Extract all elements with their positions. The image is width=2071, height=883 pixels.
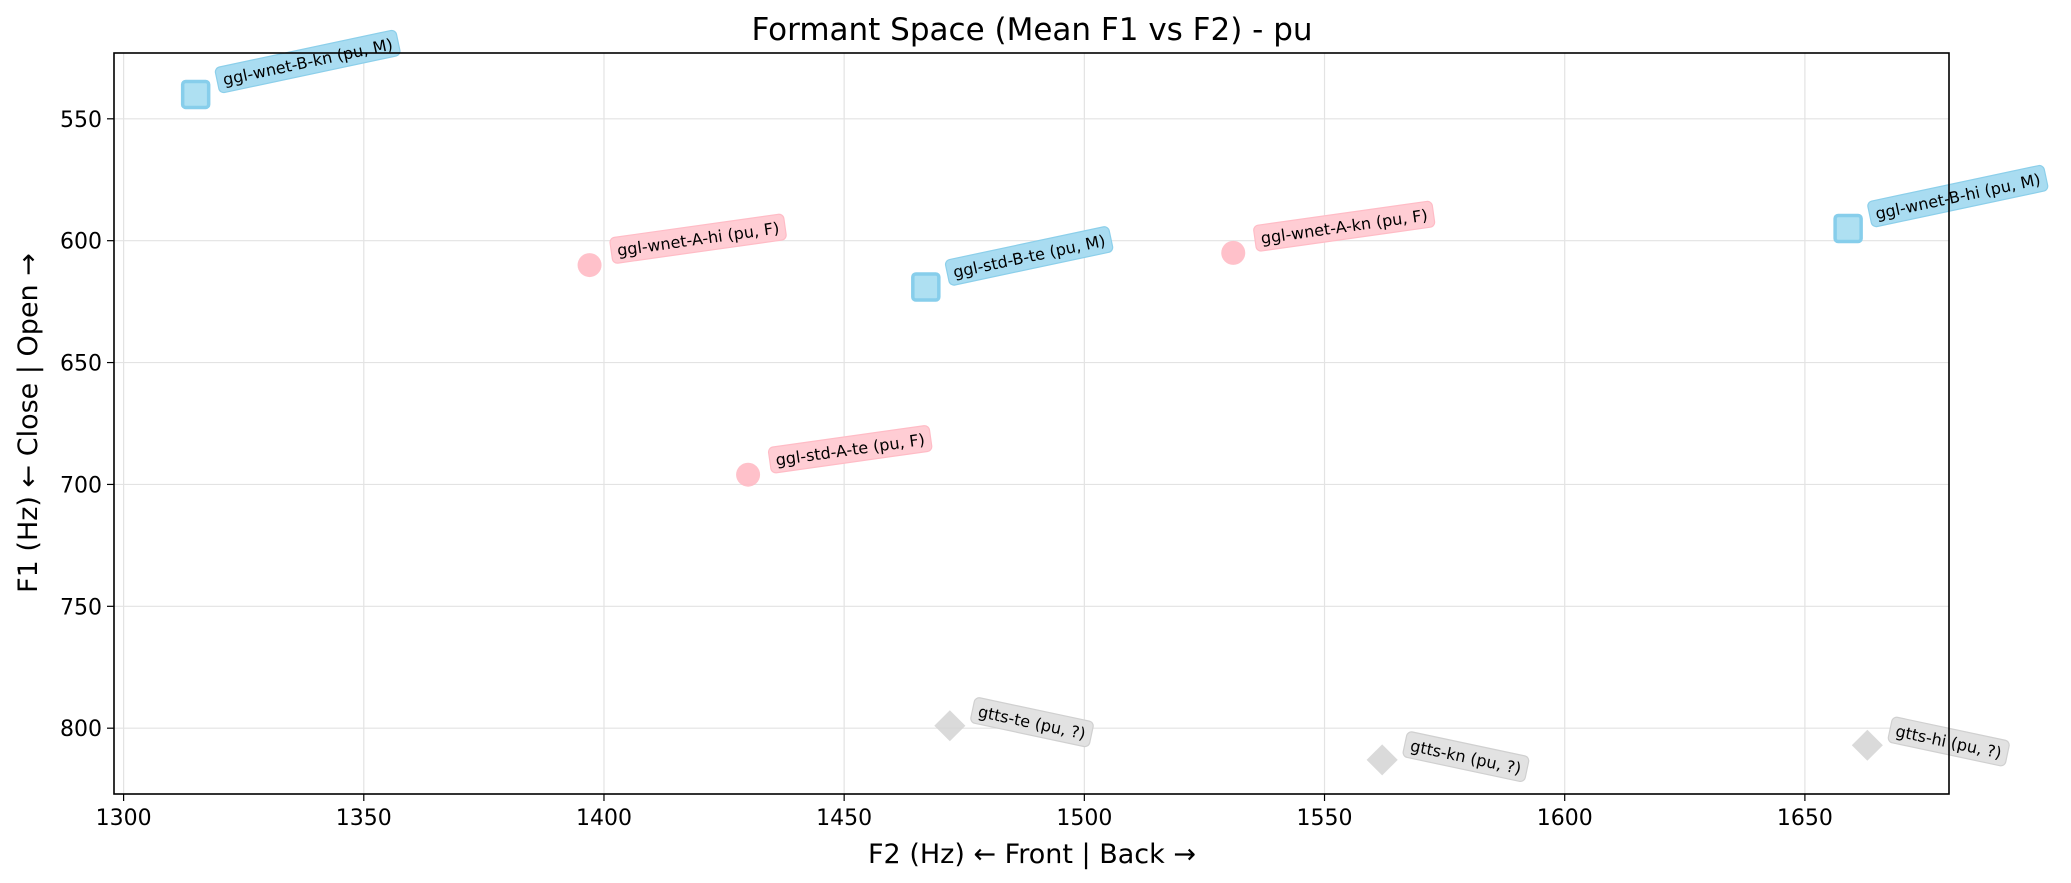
point-label-text: gtts-te (pu, ?) xyxy=(976,702,1087,743)
point-label-box xyxy=(1253,200,1436,252)
marker-square xyxy=(180,79,211,110)
point-label-box xyxy=(609,213,787,264)
point-label: ggl-wnet-B-hi (pu, M) xyxy=(1867,164,2049,228)
grid xyxy=(114,53,1949,794)
point-label: ggl-wnet-B-kn (pu, M) xyxy=(214,29,401,94)
point-label-box xyxy=(767,425,933,474)
y-tick-label: 800 xyxy=(60,717,102,742)
point-label-box xyxy=(970,697,1094,748)
marker-square xyxy=(911,272,941,302)
y-tick-label: 700 xyxy=(60,473,102,498)
x-tick-label: 1400 xyxy=(576,806,632,831)
x-tick-label: 1650 xyxy=(1777,806,1833,831)
data-points: ggl-wnet-B-kn (pu, M) ggl-wnet-A-hi (pu, … xyxy=(180,29,2049,783)
chart-title: Formant Space (Mean F1 vs F2) - pu xyxy=(751,12,1312,48)
x-tick-label: 1600 xyxy=(1537,806,1593,831)
point-label-box xyxy=(214,29,401,94)
marker-square xyxy=(1833,213,1863,244)
point-label: ggl-std-A-te (pu, F) xyxy=(767,425,933,474)
point-label-text: ggl-wnet-A-hi (pu, F) xyxy=(616,218,781,260)
x-axis-ticks: 1300 1350 1400 1450 1500 1550 1600 1650 xyxy=(96,794,1833,831)
y-axis-title: F1 (Hz) ← Close | Open → xyxy=(13,253,44,593)
marker-diamond xyxy=(934,710,966,742)
y-axis-ticks: 550 600 650 700 750 800 xyxy=(60,108,114,742)
y-tick-label: 550 xyxy=(60,108,102,133)
marker-diamond xyxy=(1851,729,1883,761)
point-label: ggl-wnet-A-kn (pu, F) xyxy=(1253,200,1436,252)
x-tick-label: 1500 xyxy=(1056,806,1112,831)
point-label-box xyxy=(1402,731,1530,783)
point-label-box xyxy=(944,226,1114,286)
plot-frame xyxy=(113,52,1950,795)
point-label-text: ggl-wnet-A-kn (pu, F) xyxy=(1260,206,1429,248)
marker-circle xyxy=(1221,240,1246,265)
y-tick-label: 650 xyxy=(60,352,102,377)
point-label: gtts-te (pu, ?) xyxy=(970,697,1094,748)
x-tick-label: 1550 xyxy=(1297,806,1353,831)
point-label: ggl-wnet-A-hi (pu, F) xyxy=(609,213,787,264)
x-tick-label: 1350 xyxy=(336,806,392,831)
y-tick-label: 600 xyxy=(60,230,102,255)
point-label: ggl-std-B-te (pu, M) xyxy=(944,226,1114,286)
marker-circle xyxy=(736,462,761,487)
point-label-box xyxy=(1867,164,2049,228)
marker-diamond xyxy=(1366,744,1398,776)
y-tick-label: 750 xyxy=(60,595,102,620)
point-label-text: gtts-kn (pu, ?) xyxy=(1409,736,1523,778)
marker-circle xyxy=(577,253,602,278)
point-label: gtts-kn (pu, ?) xyxy=(1402,731,1530,783)
x-tick-label: 1450 xyxy=(816,806,872,831)
x-tick-label: 1300 xyxy=(96,806,152,831)
x-axis-title: F2 (Hz) ← Front | Back → xyxy=(868,839,1196,870)
